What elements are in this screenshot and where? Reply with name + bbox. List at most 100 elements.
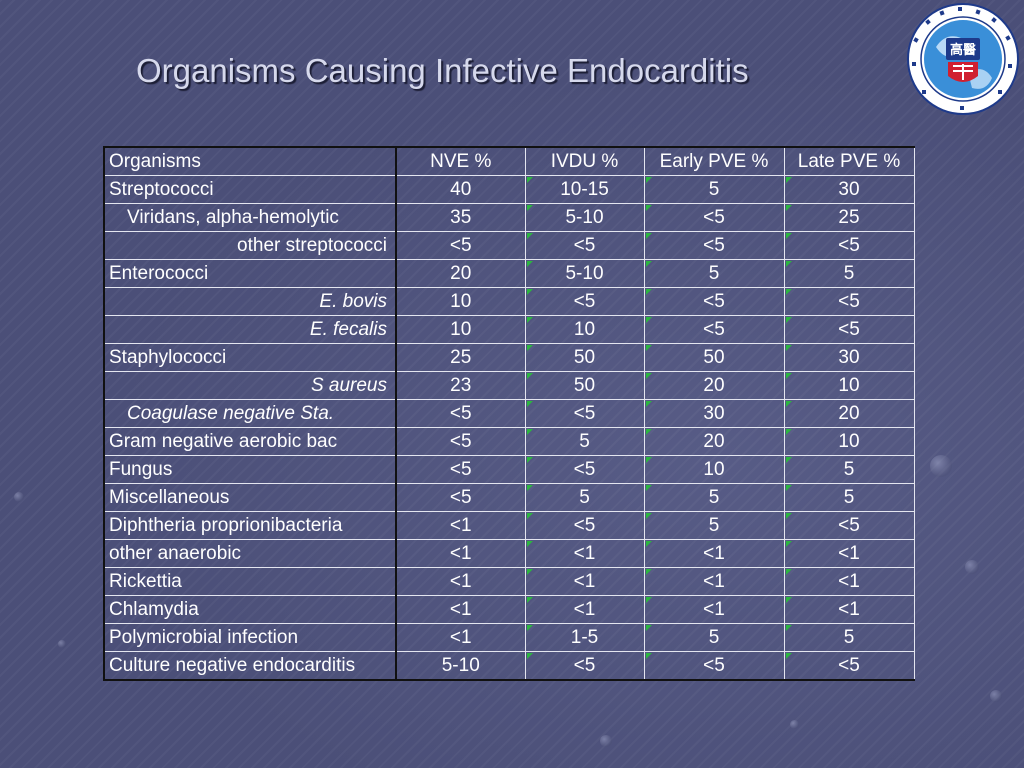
- value-cell: 10: [395, 287, 526, 316]
- value-cell: <1: [783, 567, 915, 596]
- value-cell: 10: [783, 371, 915, 400]
- value-cell: <5: [643, 203, 785, 232]
- value-cell: <5: [783, 287, 915, 316]
- table-row: Fungus <5 <5 10 5: [103, 455, 915, 484]
- organism-cell: Rickettia: [103, 567, 397, 596]
- value-cell: 30: [643, 399, 785, 428]
- value-cell: <5: [643, 651, 785, 681]
- value-cell: 35: [395, 203, 526, 232]
- table-row: Culture negative endocarditis 5-10 <5 <5 <5: [103, 651, 915, 681]
- organism-cell: Enterococci: [103, 259, 397, 288]
- value-cell: <1: [395, 511, 526, 540]
- value-cell: <1: [395, 595, 526, 624]
- value-cell: <5: [395, 231, 526, 260]
- value-cell: <1: [524, 595, 645, 624]
- value-cell: <1: [783, 539, 915, 568]
- organism-cell: Polymicrobial infection: [103, 623, 397, 652]
- table-row: other streptococci <5 <5 <5 <5: [103, 231, 915, 260]
- organism-cell: Chlamydia: [103, 595, 397, 624]
- background-dot: [930, 455, 952, 477]
- value-cell: 5-10: [524, 259, 645, 288]
- organism-cell: Viridans, alpha-hemolytic: [103, 203, 397, 232]
- organism-cell: Staphylococci: [103, 343, 397, 372]
- value-cell: <5: [524, 231, 645, 260]
- table-row: Polymicrobial infection <1 1-5 5 5: [103, 623, 915, 652]
- value-cell: 5: [783, 455, 915, 484]
- value-cell: <5: [783, 315, 915, 344]
- column-header: Late PVE %: [783, 146, 915, 176]
- value-cell: <5: [395, 455, 526, 484]
- value-cell: <5: [643, 315, 785, 344]
- organism-cell: other anaerobic: [103, 539, 397, 568]
- value-cell: 50: [524, 343, 645, 372]
- value-cell: 5: [643, 483, 785, 512]
- organism-cell: Diphtheria proprionibacteria: [103, 511, 397, 540]
- value-cell: <1: [783, 595, 915, 624]
- value-cell: 5: [783, 259, 915, 288]
- value-cell: <5: [524, 455, 645, 484]
- background-dot: [14, 492, 24, 502]
- table-row: Rickettia <1 <1 <1 <1: [103, 567, 915, 596]
- value-cell: 25: [783, 203, 915, 232]
- background-dot: [965, 560, 979, 574]
- table-row: Viridans, alpha-hemolytic 35 5-10 <5 25: [103, 203, 915, 232]
- value-cell: 1-5: [524, 623, 645, 652]
- value-cell: <1: [524, 539, 645, 568]
- organisms-table-body: Organisms NVE % IVDU % Early PVE % Late PVE …: [103, 146, 915, 681]
- value-cell: 5: [524, 483, 645, 512]
- value-cell: 10-15: [524, 175, 645, 204]
- organism-cell: Fungus: [103, 455, 397, 484]
- value-cell: <5: [643, 231, 785, 260]
- value-cell: 5: [643, 259, 785, 288]
- table-row: Staphylococci 25 50 50 30: [103, 343, 915, 372]
- value-cell: 20: [783, 399, 915, 428]
- value-cell: 5: [524, 427, 645, 456]
- table-row: Coagulase negative Sta. <5 <5 30 20: [103, 399, 915, 428]
- value-cell: 5: [783, 623, 915, 652]
- value-cell: 5: [783, 483, 915, 512]
- value-cell: 10: [524, 315, 645, 344]
- table-row: E. fecalis 10 10 <5 <5: [103, 315, 915, 344]
- value-cell: <5: [524, 287, 645, 316]
- value-cell: <5: [783, 511, 915, 540]
- value-cell: 20: [643, 427, 785, 456]
- value-cell: <5: [524, 651, 645, 681]
- value-cell: 5: [643, 175, 785, 204]
- table-row: Miscellaneous <5 5 5 5: [103, 483, 915, 512]
- organism-cell: Miscellaneous: [103, 483, 397, 512]
- value-cell: 10: [395, 315, 526, 344]
- value-cell: 5-10: [524, 203, 645, 232]
- background-dot: [600, 735, 612, 747]
- value-cell: <5: [395, 483, 526, 512]
- value-cell: <1: [395, 623, 526, 652]
- background-dot: [990, 690, 1002, 702]
- value-cell: <5: [783, 231, 915, 260]
- table-row: S aureus 23 50 20 10: [103, 371, 915, 400]
- value-cell: 50: [524, 371, 645, 400]
- value-cell: <5: [524, 399, 645, 428]
- table-row: Streptococci 40 10-15 5 30: [103, 175, 915, 204]
- table-row: E. bovis 10 <5 <5 <5: [103, 287, 915, 316]
- table-row: Enterococci 20 5-10 5 5: [103, 259, 915, 288]
- value-cell: 5-10: [395, 651, 526, 681]
- medical-university-seal: 高醫: [907, 3, 1019, 115]
- value-cell: 30: [783, 343, 915, 372]
- value-cell: <1: [643, 539, 785, 568]
- organism-cell: S aureus: [103, 371, 397, 400]
- value-cell: 20: [395, 259, 526, 288]
- value-cell: <5: [524, 511, 645, 540]
- organism-cell: Gram negative aerobic bac: [103, 427, 397, 456]
- value-cell: <1: [524, 567, 645, 596]
- value-cell: <5: [395, 427, 526, 456]
- value-cell: <5: [643, 287, 785, 316]
- table-row: other anaerobic <1 <1 <1 <1: [103, 539, 915, 568]
- background-dot: [58, 640, 66, 648]
- value-cell: 23: [395, 371, 526, 400]
- value-cell: 10: [783, 427, 915, 456]
- slide-title: Organisms Causing Infective Endocarditis: [136, 52, 749, 89]
- value-cell: 10: [643, 455, 785, 484]
- value-cell: 5: [643, 623, 785, 652]
- column-header: IVDU %: [524, 146, 645, 176]
- value-cell: 5: [643, 511, 785, 540]
- table-row: Diphtheria proprionibacteria <1 <5 5 <5: [103, 511, 915, 540]
